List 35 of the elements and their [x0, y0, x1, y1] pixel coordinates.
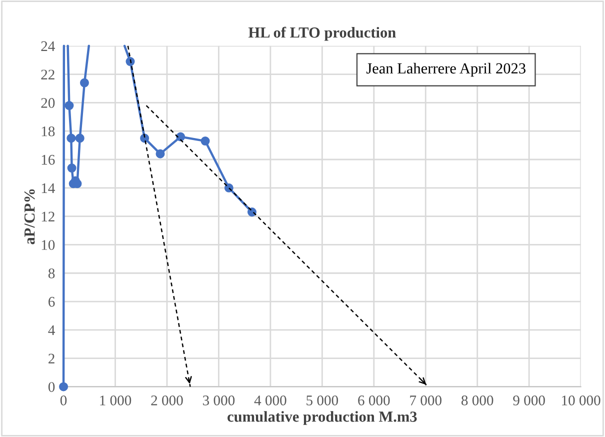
- point: [247, 208, 256, 217]
- chart-title: HL of LTO production: [248, 26, 396, 41]
- y-tick-label: 16: [42, 154, 55, 165]
- x-tick-label: 2 000: [151, 396, 183, 406]
- x-tick-label: 10 000: [562, 396, 600, 406]
- y-axis-title: aP/CP%: [24, 189, 35, 244]
- annotation: Jean Laherrere April 2023: [366, 62, 526, 77]
- point: [156, 149, 165, 158]
- y-tick-label: 6: [48, 296, 55, 307]
- y-tick-label: 20: [41, 98, 55, 108]
- x-tick-label: 5 000: [306, 396, 338, 406]
- point: [200, 136, 210, 146]
- point: [224, 183, 234, 192]
- x-tick-label: 9 000: [513, 396, 545, 406]
- point: [67, 164, 76, 173]
- y-tick-label: 4: [48, 325, 55, 335]
- point: [66, 134, 76, 143]
- y-tick-label: 10: [42, 240, 55, 250]
- y-tick-label: 22: [41, 70, 54, 80]
- y-tick-label: 2: [48, 354, 54, 364]
- y-tick-label: 12: [42, 212, 54, 222]
- y-tick-label: 8: [48, 268, 55, 278]
- x-axis-title: cumulative production M.m3: [228, 411, 417, 425]
- x-tick-label: 3 000: [203, 396, 235, 406]
- y-tick-label: 24: [41, 41, 55, 51]
- x-tick-label: 0: [60, 396, 67, 406]
- y-tick-label: 14: [42, 183, 55, 193]
- x-tick-label: 8 000: [461, 396, 494, 406]
- x-tick-label: 6 000: [358, 396, 390, 406]
- y-tick-label: 18: [42, 126, 55, 136]
- point: [75, 134, 84, 143]
- x-tick-label: 1 000: [100, 396, 132, 406]
- y-tick-label: 0: [48, 382, 55, 392]
- x-tick-label: 4 000: [254, 396, 286, 406]
- x-tick-label: 7 000: [410, 396, 442, 406]
